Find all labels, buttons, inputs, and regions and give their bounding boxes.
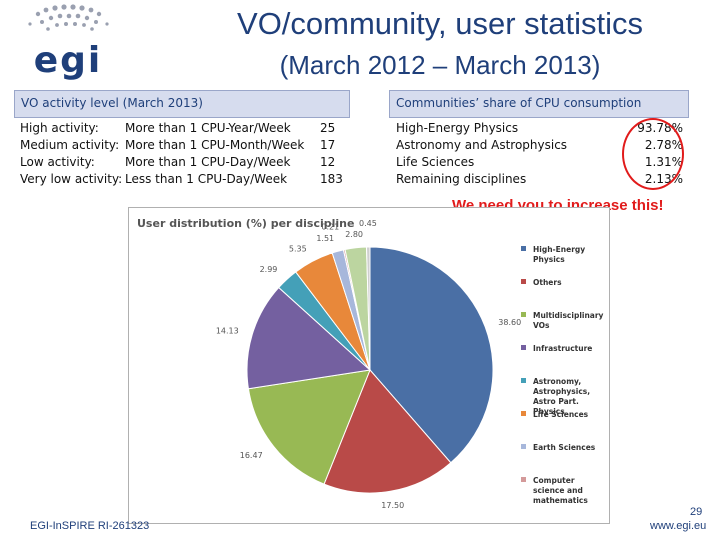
slice-value-label: 14.13 <box>216 327 239 336</box>
page-number: 29 <box>690 506 703 518</box>
table-row: Medium activity: More than 1 CPU-Month/We… <box>20 137 350 154</box>
egi-logo: egi <box>28 4 109 80</box>
table-row: Very low activity: Less than 1 CPU-Day/We… <box>20 171 350 188</box>
pie-slice <box>323 369 452 494</box>
community-name: Astronomy and Astrophysics <box>396 138 568 152</box>
vo-criterion: Less than 1 CPU-Day/Week <box>125 172 288 186</box>
footer-url: www.egi.eu <box>650 520 707 532</box>
vo-table: High activity: More than 1 CPU-Year/Week 2… <box>20 120 350 188</box>
legend-swatch <box>521 312 526 317</box>
pie-slice <box>247 369 371 485</box>
vo-criterion: More than 1 CPU-Month/Week <box>125 138 305 152</box>
pie-chart-panel: User distribution (%) per discipline 38.6… <box>128 207 610 524</box>
table-row: High activity: More than 1 CPU-Year/Week 2… <box>20 120 350 137</box>
legend-label: High-Energy Physics <box>533 245 585 264</box>
table-row: Low activity: More than 1 CPU-Day/Week 12 <box>20 154 350 171</box>
pie-slice <box>246 286 372 390</box>
legend-label: Multidisciplinary VOs <box>533 311 604 330</box>
community-name: Life Sciences <box>396 155 475 169</box>
vo-level: Low activity: <box>20 155 95 169</box>
pie-chart: User distribution (%) per discipline 38.6… <box>137 217 604 510</box>
footer-project-id: EGI-InSPIRE RI-261323 <box>30 520 150 532</box>
vo-table-header: VO activity level (March 2013) <box>14 90 350 118</box>
legend-swatch <box>521 246 526 251</box>
slice-value-label: 2.80 <box>345 230 363 239</box>
logo-text: egi <box>34 40 103 80</box>
slice-value-label: 0.45 <box>359 219 377 228</box>
vo-count: 12 <box>320 155 336 169</box>
slice-value-label: 16.47 <box>240 451 263 460</box>
page-subtitle: (March 2012 – March 2013) <box>279 50 601 80</box>
vo-level: Medium activity: <box>20 138 120 152</box>
legend-label: Others <box>533 278 562 287</box>
legend-label: Infrastructure <box>533 344 592 353</box>
vo-level: Very low activity: <box>20 172 123 186</box>
slice-value-label: 5.35 <box>289 245 307 254</box>
slice-value-label: 1.51 <box>316 234 334 243</box>
community-name: Remaining disciplines <box>396 172 527 186</box>
legend-swatch <box>521 444 526 449</box>
legend-label: Computer science and mathematics <box>533 476 588 505</box>
slice-value-label: 2.99 <box>260 265 278 274</box>
cpu-table-header: Communities’ share of CPU consumption <box>389 90 689 118</box>
legend-label: Earth Sciences <box>533 443 596 452</box>
community-name: High-Energy Physics <box>396 121 519 135</box>
vo-criterion: More than 1 CPU-Year/Week <box>125 121 291 135</box>
legend-label: Life Sciences <box>533 410 589 419</box>
vo-count: 183 <box>320 172 343 186</box>
chart-title: User distribution (%) per discipline <box>137 217 354 230</box>
pie-slice <box>366 246 371 371</box>
legend-label: Astronomy, Astrophysics, Astro Part. Physic… <box>533 377 590 416</box>
slice-value-label: 17.50 <box>381 501 404 510</box>
slice-value-label: 38.60 <box>498 318 521 327</box>
slice-value-label: 0.21 <box>321 222 339 231</box>
vo-count: 17 <box>320 138 336 152</box>
pie-slice <box>369 246 494 464</box>
legend-swatch <box>521 279 526 284</box>
legend-swatch <box>521 411 526 416</box>
highlight-circle <box>622 118 684 190</box>
vo-level: High activity: <box>20 121 99 135</box>
vo-criterion: More than 1 CPU-Day/Week <box>125 155 291 169</box>
legend-swatch <box>521 477 526 482</box>
page-title: VO/community, user statistics <box>237 6 643 41</box>
vo-count: 25 <box>320 121 336 135</box>
legend-swatch <box>521 345 526 350</box>
legend-swatch <box>521 378 526 383</box>
